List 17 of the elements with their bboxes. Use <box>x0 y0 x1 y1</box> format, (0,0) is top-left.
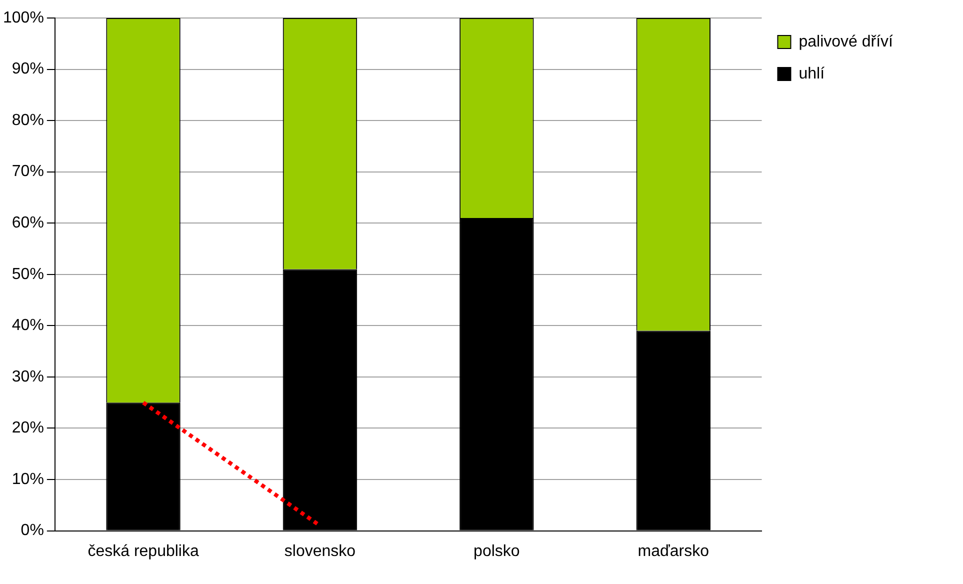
y-tick-label: 10% <box>12 470 44 488</box>
y-tick-label: 80% <box>12 112 44 129</box>
y-tick-label: 50% <box>12 266 44 283</box>
x-tick-label: polsko <box>474 542 520 560</box>
y-tick-label: 90% <box>12 60 44 78</box>
legend-label: uhlí <box>798 65 826 82</box>
y-tick-label: 70% <box>12 163 44 180</box>
y-tick-label: 100% <box>3 9 44 26</box>
y-tick-label: 20% <box>12 420 44 437</box>
legend-label: palivové dříví <box>798 33 894 50</box>
y-tick-label: 30% <box>12 368 44 386</box>
x-tick-label: česká republika <box>88 542 199 560</box>
x-tick-label: slovensko <box>284 542 356 560</box>
y-tick-label: 40% <box>12 317 44 334</box>
y-tick-label: 60% <box>12 214 44 232</box>
y-tick-label: 0% <box>20 522 44 540</box>
x-tick-label: maďarsko <box>638 542 710 560</box>
